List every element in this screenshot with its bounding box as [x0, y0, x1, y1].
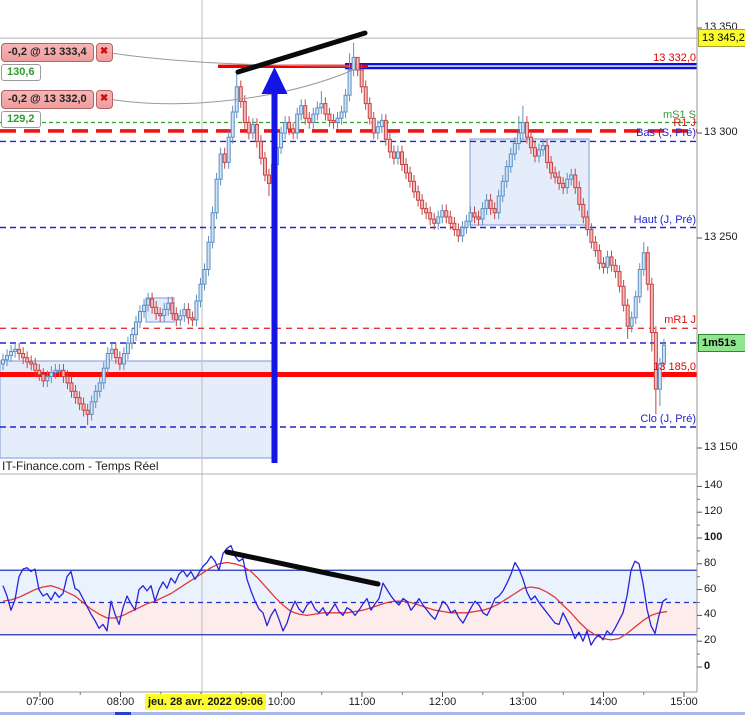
level-label: 13 332,0	[653, 51, 696, 64]
oscillator-blue-line	[2, 545, 668, 646]
level-label: mS1 S	[662, 108, 696, 121]
trend-line[interactable]	[235, 30, 368, 75]
osc-trend-line[interactable]	[224, 549, 381, 587]
osc-tick-label: 60	[704, 582, 717, 595]
time-tick-label: 15:00	[670, 696, 698, 708]
time-tick-label: 08:00	[106, 696, 135, 708]
time-tick-label: 10:00	[267, 696, 296, 708]
osc-tick-label: 120	[704, 505, 723, 518]
cursor-date-label: jeu. 28 avr. 2022 09:06	[145, 694, 266, 710]
level-label: mR1 J	[664, 314, 696, 327]
time-tick-label: 13:00	[509, 696, 537, 708]
level-label: R1 J	[673, 116, 696, 129]
osc-upper-band	[0, 570, 697, 603]
level-label: Clo (J, Pré)	[640, 413, 696, 425]
candlestick-series	[1, 42, 666, 425]
osc-tick-label: 0	[704, 660, 711, 672]
osc-tick-label: 40	[704, 608, 717, 621]
osc-tick-label: 80	[704, 556, 717, 569]
position-connector-line	[103, 51, 351, 67]
oscillator-red-line	[2, 561, 668, 641]
level-label: Haut (J, Pré)	[633, 213, 696, 226]
position-badge-2[interactable]: -0,2 @ 13 332,0 ✖	[1, 90, 113, 109]
osc-tick-label: 140	[704, 479, 723, 492]
h-scrollbar-thumb[interactable]	[115, 712, 131, 715]
time-tick-label: 12:00	[428, 696, 457, 708]
time-tick-label: 11:00	[348, 696, 376, 708]
position-label: -0,2 @ 13 332,0	[1, 90, 94, 109]
candle-countdown-badge: 1m51s	[698, 334, 745, 352]
up-arrow-icon[interactable]	[261, 67, 288, 94]
position-pnl-badge: 129,2	[1, 111, 41, 128]
h-scrollbar[interactable]	[0, 712, 745, 715]
osc-lower-band	[0, 602, 697, 635]
price-tick-label: 13 300	[704, 126, 738, 138]
close-position-icon[interactable]: ✖	[95, 43, 113, 62]
time-tick-label: 07:00	[26, 696, 54, 708]
close-position-icon[interactable]: ✖	[95, 90, 113, 109]
level-label: Bas (S, Pré)	[636, 127, 696, 140]
osc-tick-label: 100	[704, 531, 723, 543]
platform-watermark: IT-Finance.com - Temps Réel	[2, 459, 159, 473]
position-pnl-badge: 130,6	[1, 64, 41, 81]
alert-price-badge: 13 345,2	[698, 29, 745, 47]
position-badge-1[interactable]: -0,2 @ 13 333,4 ✖	[1, 43, 113, 62]
osc-tick-label: 20	[704, 634, 717, 647]
price-tick-label: 13 150	[704, 441, 738, 453]
position-connector-line	[107, 69, 354, 105]
position-label: -0,2 @ 13 333,4	[1, 43, 94, 62]
level-label: 13 185,0	[653, 360, 696, 373]
price-tick-label: 13 250	[704, 231, 738, 243]
time-tick-label: 14:00	[589, 696, 618, 708]
